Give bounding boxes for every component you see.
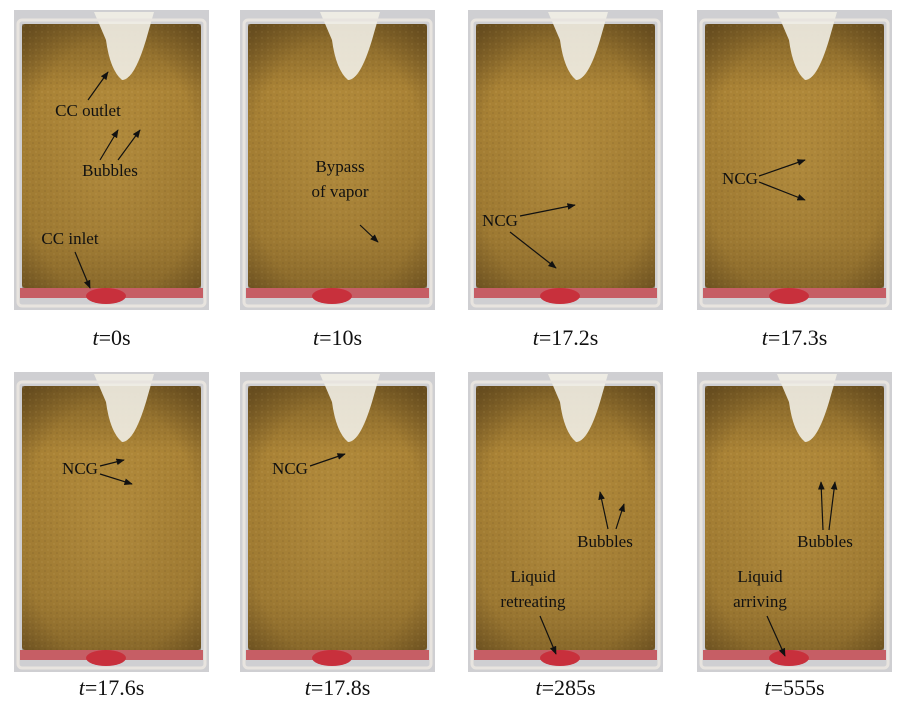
cc-inlet	[540, 650, 580, 666]
photo	[240, 372, 435, 672]
panel: Bypass of vapor	[240, 10, 435, 310]
caption-text: =17.3s	[768, 325, 827, 350]
annotation: NCG	[62, 459, 98, 478]
annotation: NCG	[482, 211, 518, 230]
cc-inlet	[312, 288, 352, 304]
panel: CC outlet Bubbles CC inlet	[14, 10, 209, 310]
caption: t=285s	[535, 675, 595, 700]
photo	[468, 372, 663, 672]
panel: NCG	[14, 372, 209, 672]
caption-text: =555s	[771, 675, 825, 700]
cc-inlet	[769, 288, 809, 304]
caption-text: =0s	[99, 325, 131, 350]
photo	[697, 10, 892, 310]
annotation: CC outlet	[55, 101, 121, 120]
photo	[468, 10, 663, 310]
panel: Bubbles Liquid retreating	[468, 372, 663, 672]
panel: NCG	[468, 10, 663, 310]
caption: t=17.6s	[79, 675, 145, 700]
caption-text: =285s	[542, 675, 596, 700]
caption: t=17.3s	[762, 325, 828, 350]
caption-text: =17.6s	[85, 675, 144, 700]
cc-inlet	[312, 650, 352, 666]
panel: Bubbles Liquid arriving	[697, 372, 892, 672]
annotation: Liquid	[510, 567, 556, 586]
photo	[14, 372, 209, 672]
annotation: Bubbles	[577, 532, 633, 551]
caption-text: =17.8s	[311, 675, 370, 700]
annotation: arriving	[733, 592, 787, 611]
caption-text: =17.2s	[539, 325, 598, 350]
annotation: Liquid	[737, 567, 783, 586]
figure: CC outlet Bubbles CC inlet t=0s Bypass of vap…	[0, 0, 898, 705]
cc-inlet	[540, 288, 580, 304]
annotation: Bypass	[315, 157, 364, 176]
caption: t=0s	[92, 325, 130, 350]
cc-inlet	[769, 650, 809, 666]
panel: NCG	[240, 372, 435, 672]
annotation: NCG	[722, 169, 758, 188]
caption-text: =10s	[319, 325, 362, 350]
annotation: of vapor	[311, 182, 368, 201]
annotation: Bubbles	[797, 532, 853, 551]
caption: t=555s	[764, 675, 824, 700]
caption: t=17.2s	[533, 325, 599, 350]
caption: t=10s	[313, 325, 362, 350]
panel: NCG	[697, 10, 892, 310]
annotation: Bubbles	[82, 161, 138, 180]
annotation: NCG	[272, 459, 308, 478]
cc-inlet	[86, 288, 126, 304]
caption: t=17.8s	[305, 675, 371, 700]
cc-inlet	[86, 650, 126, 666]
annotation: retreating	[500, 592, 566, 611]
annotation: CC inlet	[41, 229, 98, 248]
photo	[697, 372, 892, 672]
